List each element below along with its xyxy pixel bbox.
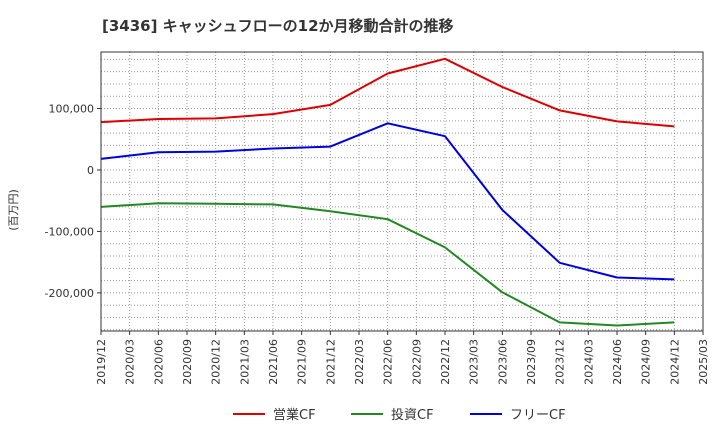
x-tick-label: 2021/09 xyxy=(296,339,309,385)
x-tick-label: 2023/06 xyxy=(496,339,509,385)
legend-label: 投資CF xyxy=(391,407,434,423)
x-tick-label: 2022/06 xyxy=(382,339,395,385)
legend-label: フリーCF xyxy=(510,408,566,423)
x-tick-label: 2023/09 xyxy=(525,339,538,385)
y-tick-label: 100,000 xyxy=(49,103,95,116)
legend: 営業CF 投資CF フリーCF xyxy=(233,407,566,423)
y-tick-label: 0 xyxy=(87,164,94,177)
x-tick-label: 2020/03 xyxy=(124,339,137,385)
y-tick-label: -200,000 xyxy=(45,287,94,300)
x-tick-label: 2025/03 xyxy=(697,339,710,385)
x-tick-label: 2024/06 xyxy=(611,339,624,385)
x-tick-label: 2021/03 xyxy=(238,339,251,385)
x-tick-label: 2024/12 xyxy=(668,339,681,385)
grid-lines xyxy=(101,52,703,331)
x-tick-label: 2022/03 xyxy=(353,339,366,385)
legend-label: 営業CF xyxy=(273,407,316,423)
x-axis-ticks: 2019/12 2020/03 2020/06 2020/09 2020/12 2021/… xyxy=(95,331,710,385)
chart-title: [3436] キャッシュフローの12か月移動合計の推移 xyxy=(102,17,454,35)
x-tick-label: 2023/12 xyxy=(554,339,567,385)
x-tick-label: 2024/03 xyxy=(582,339,595,385)
y-axis-ticks: 100,000 0 -100,000 -200,000 xyxy=(45,103,101,300)
y-axis-label: (百万円) xyxy=(7,189,20,231)
x-tick-label: 2022/12 xyxy=(439,339,452,385)
x-tick-label: 2019/12 xyxy=(95,339,108,385)
x-tick-label: 2020/09 xyxy=(181,339,194,385)
x-tick-label: 2023/03 xyxy=(468,339,481,385)
x-tick-label: 2020/12 xyxy=(210,339,223,385)
series-line-フリーCF xyxy=(100,122,675,281)
x-tick-label: 2021/12 xyxy=(324,339,337,385)
series-line-投資CF xyxy=(100,202,675,327)
x-tick-label: 2024/09 xyxy=(640,339,653,385)
x-tick-label: 2022/09 xyxy=(410,339,423,385)
plot-area-frame xyxy=(100,51,704,332)
series-line-営業CF xyxy=(100,57,675,128)
x-tick-label: 2020/06 xyxy=(152,339,165,385)
x-tick-label: 2021/06 xyxy=(267,339,280,385)
series-lines xyxy=(100,57,675,327)
y-tick-label: -100,000 xyxy=(45,225,94,238)
